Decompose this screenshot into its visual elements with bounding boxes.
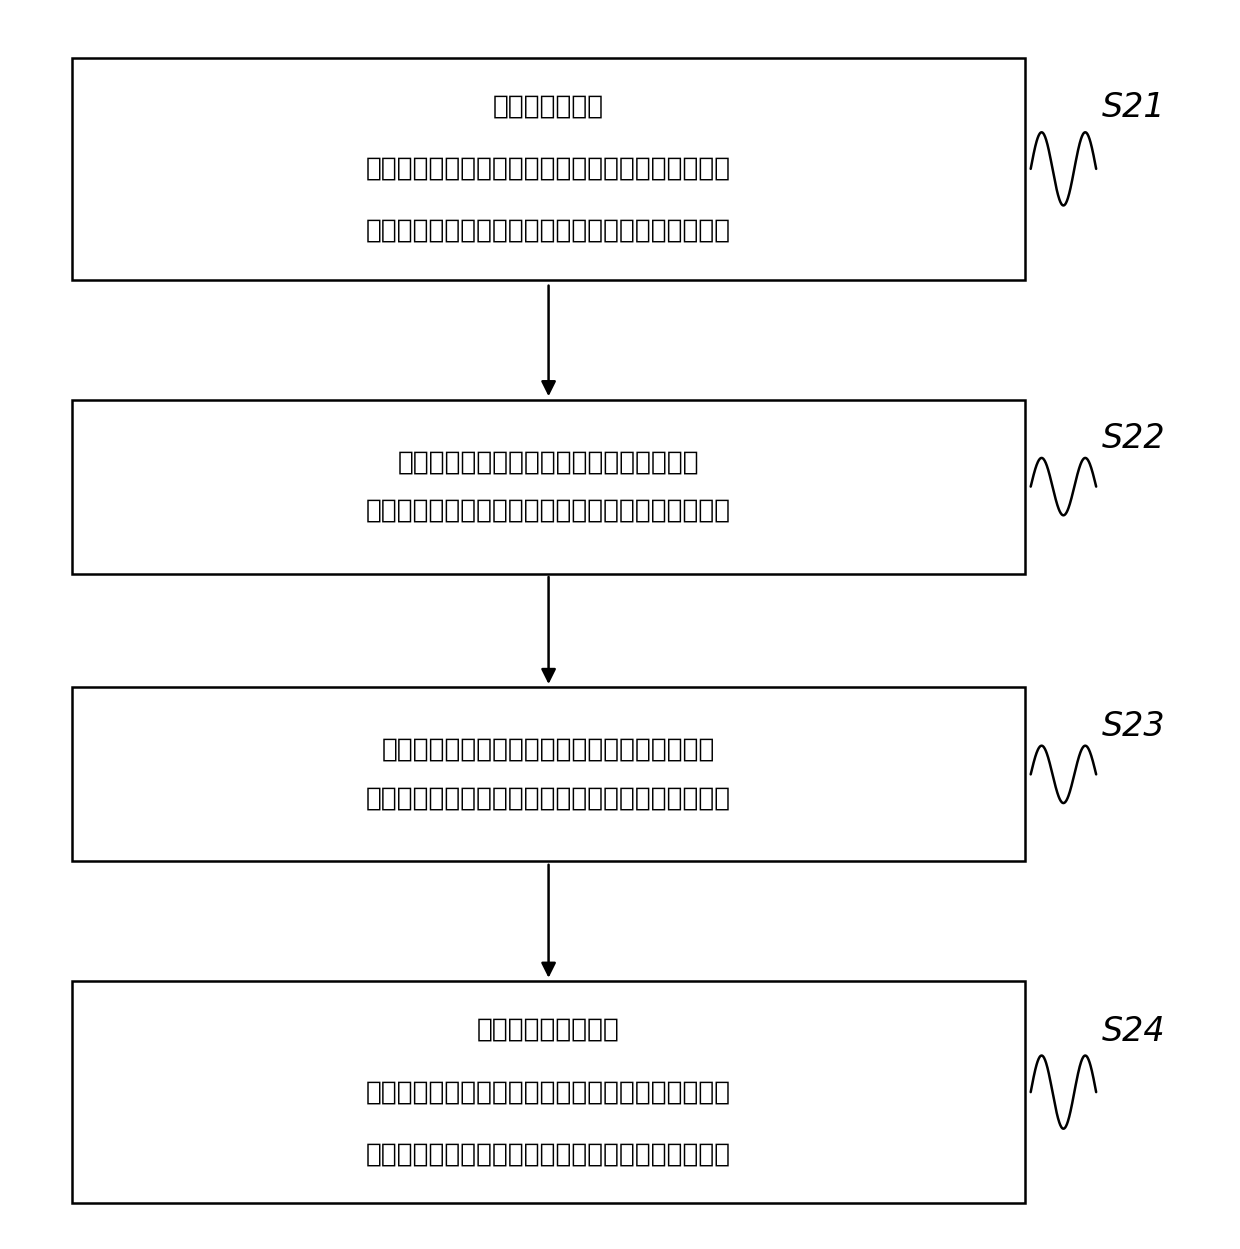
Text: 将其中像素值的最大值设为图像分割的设定阈值: 将其中像素值的最大值设为图像分割的设定阈值: [382, 737, 715, 763]
Text: 分割出所述子图像中的感兴趣的图像作为目标图像，: 分割出所述子图像中的感兴趣的图像作为目标图像，: [366, 498, 732, 523]
Bar: [72, 687, 1024, 862]
Bar: [72, 982, 1024, 1203]
Text: S21: S21: [1102, 91, 1166, 125]
Bar: [72, 400, 1024, 573]
Text: 的图像块及其标签值输入到神经网络中进行训练，得: 的图像块及其标签值输入到神经网络中进行训练，得: [366, 1079, 732, 1105]
Bar: [72, 57, 1024, 280]
Text: 并给分割出的目标图像和背景图像添加标签: 并给分割出的目标图像和背景图像添加标签: [398, 450, 699, 476]
Text: 将所述训练集中以超过所述设定阈值的像素点为中心: 将所述训练集中以超过所述设定阈值的像素点为中心: [366, 1142, 732, 1168]
Text: S23: S23: [1102, 711, 1166, 743]
Text: S24: S24: [1102, 1014, 1166, 1048]
Text: 中一部分图像作为训练集，在每张训练集的图像中，: 中一部分图像作为训练集，在每张训练集的图像中，: [366, 156, 732, 182]
Text: 随机选取子图像: 随机选取子图像: [494, 94, 604, 120]
Text: S22: S22: [1102, 422, 1166, 456]
Text: 从分割出的所述背景图像中，随机选取一些像素值，: 从分割出的所述背景图像中，随机选取一些像素值，: [366, 786, 732, 812]
Text: 到所述卷积神经网络: 到所述卷积神经网络: [477, 1017, 620, 1043]
Text: 采集一系列荧光图像，随机选取所述荧光图像中的其: 采集一系列荧光图像，随机选取所述荧光图像中的其: [366, 219, 732, 244]
